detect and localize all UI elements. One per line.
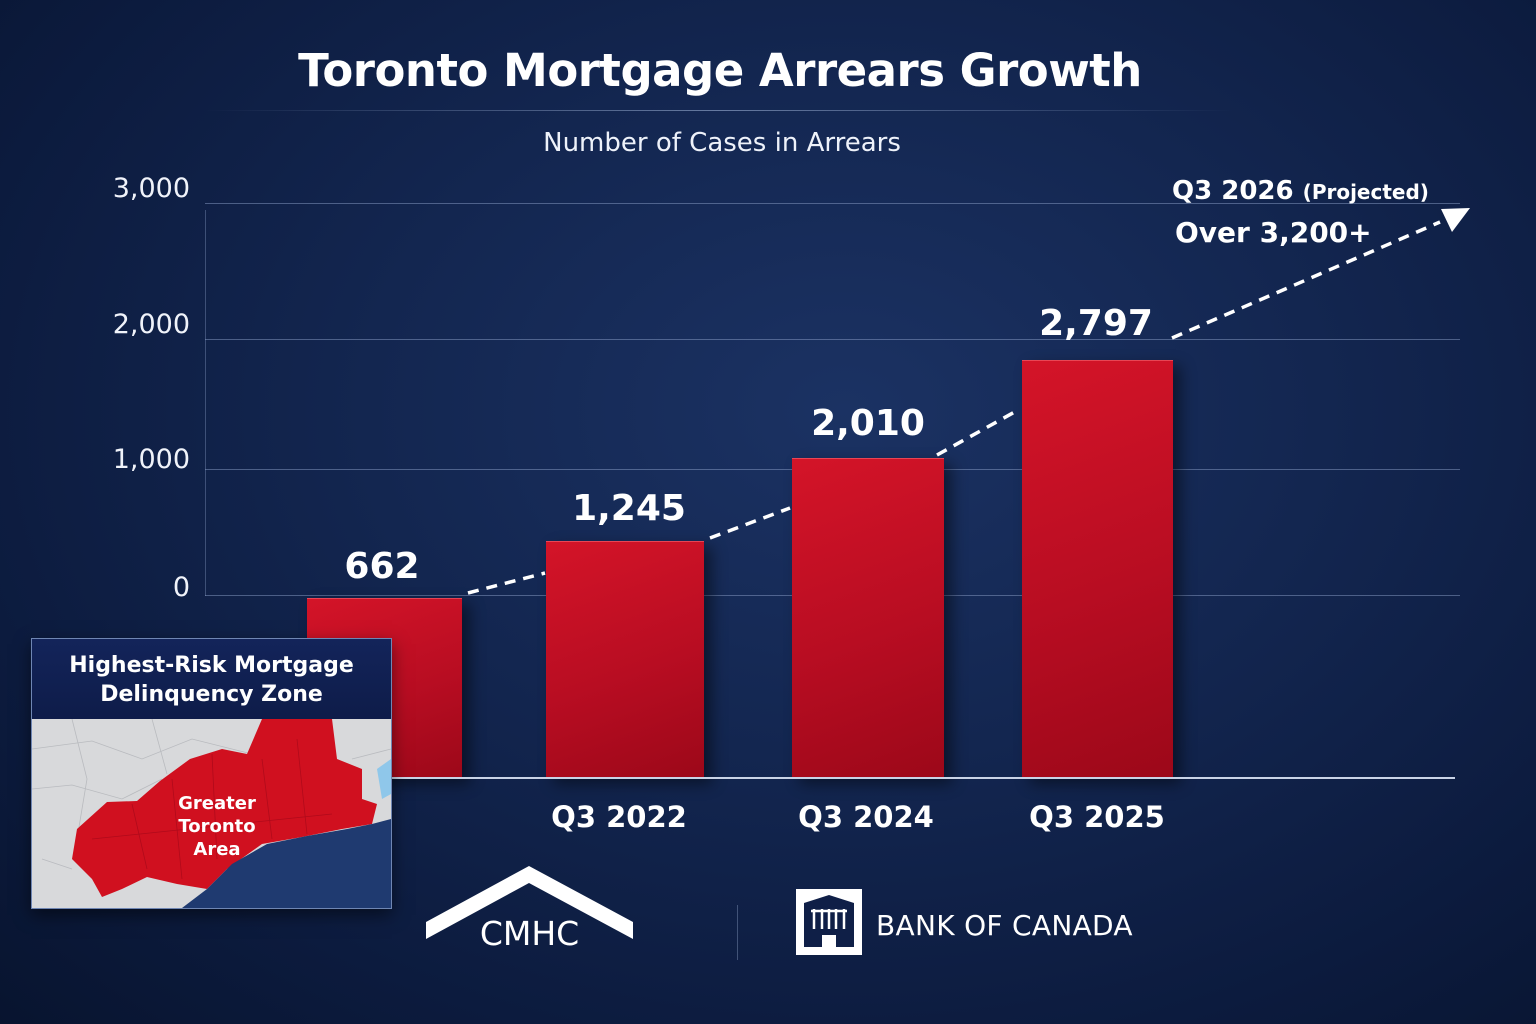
logo-divider xyxy=(737,905,738,960)
y-tick-3000: 3,000 xyxy=(112,173,190,204)
chart-title: Toronto Mortgage Arrears Growth xyxy=(298,44,1142,97)
projection-period-text: Q3 2026 xyxy=(1172,176,1294,206)
bank-of-canada-logo-text: BANK OF CANADA xyxy=(876,909,1133,942)
inset-map-card: Highest-Risk Mortgage Delinquency Zone xyxy=(31,638,392,909)
x-label: Q3 2024 xyxy=(798,800,934,834)
y-tick-2000: 2,000 xyxy=(112,309,190,340)
cmhc-logo-text: CMHC xyxy=(479,914,580,953)
x-axis-baseline xyxy=(303,777,1455,779)
arrow-head-icon xyxy=(1441,208,1470,232)
value-label: 2,797 xyxy=(1039,303,1153,344)
title-divider xyxy=(205,110,1235,111)
gta-map: Greater Toronto Area xyxy=(32,719,391,908)
y-axis-line xyxy=(205,210,206,596)
value-label: 662 xyxy=(344,546,420,587)
gta-label-line2: Toronto Area xyxy=(178,816,256,860)
y-tick-0: 0 xyxy=(172,572,190,603)
value-label: 1,245 xyxy=(572,488,686,529)
projection-qualifier: (Projected) xyxy=(1302,180,1429,204)
gridline-2000 xyxy=(205,339,1460,340)
y-tick-1000: 1,000 xyxy=(112,444,190,475)
chart-subtitle: Number of Cases in Arrears xyxy=(543,128,901,158)
x-label: Q3 2025 xyxy=(1029,800,1165,834)
inset-map-title: Highest-Risk Mortgage Delinquency Zone xyxy=(32,639,391,719)
bar-q3-2024 xyxy=(792,458,944,778)
projection-value: Over 3,200+ xyxy=(1175,216,1372,249)
gta-label: Greater Toronto Area xyxy=(152,792,282,861)
projection-period: Q3 2026 (Projected) xyxy=(1172,176,1429,206)
inset-map-title-line2: Delinquency Zone xyxy=(100,682,323,707)
bar-q3-2025 xyxy=(1022,360,1173,778)
x-label: Q3 2022 xyxy=(551,800,687,834)
value-label: 2,010 xyxy=(811,403,925,444)
bar-q3-2022 xyxy=(546,541,704,778)
cmhc-roof-icon xyxy=(426,866,633,939)
bank-of-canada-emblem-icon xyxy=(796,889,862,955)
gridline-3000 xyxy=(205,203,1460,204)
map-graphic xyxy=(32,719,391,908)
inset-map-title-line1: Highest-Risk Mortgage xyxy=(69,653,354,678)
gta-label-line1: Greater xyxy=(178,793,256,814)
